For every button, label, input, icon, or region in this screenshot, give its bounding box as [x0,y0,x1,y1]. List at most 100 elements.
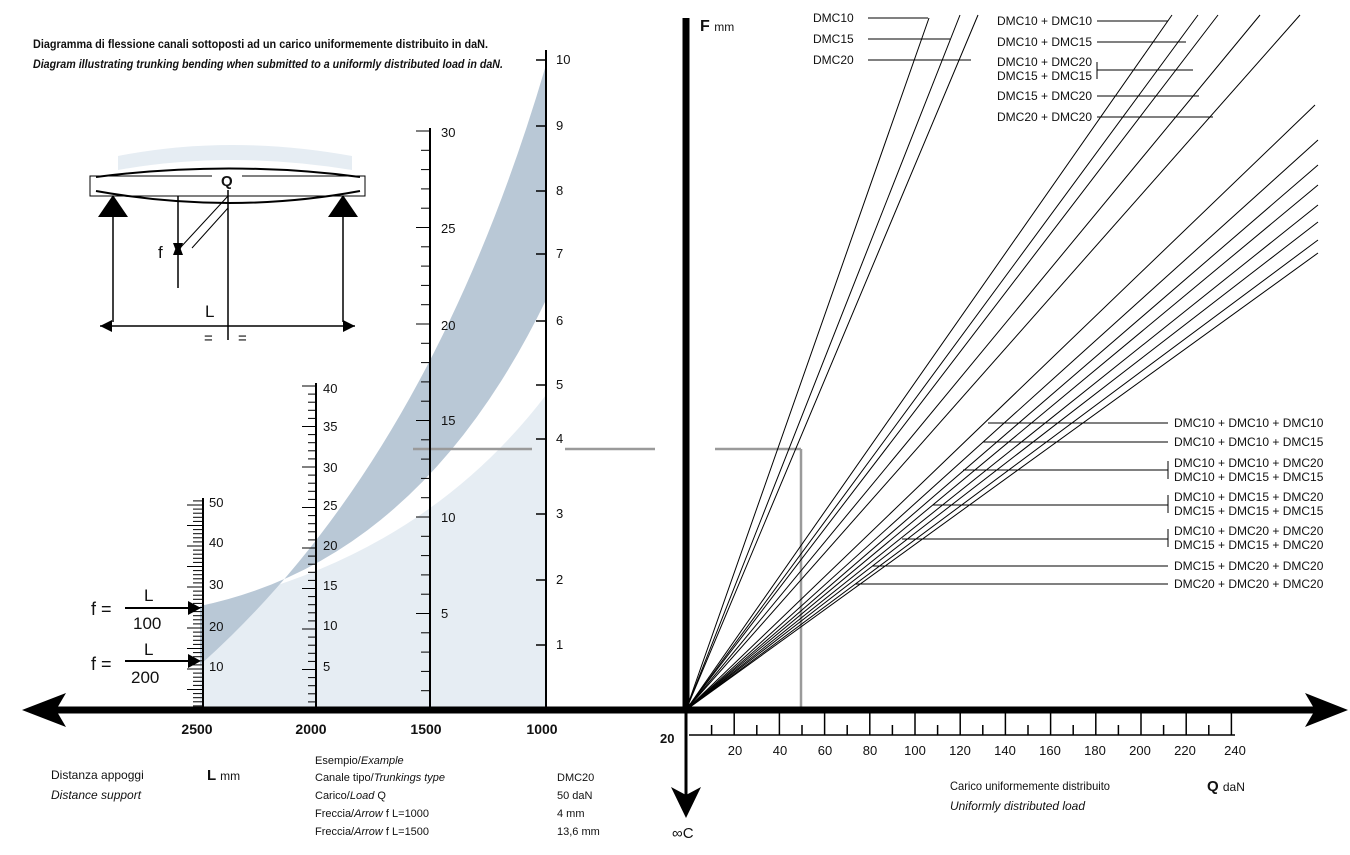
q-tick-label: 220 [1174,743,1196,758]
c-axis-arrow [671,787,701,818]
scale-l2500-label: 20 [209,619,223,634]
example-row-value: 50 daN [557,790,593,802]
scale-l2000-label: 10 [323,618,337,633]
load-line [685,14,1199,711]
scale-l1000-label: 7 [556,246,563,261]
load-line [685,14,961,711]
q-tick-label: 120 [949,743,971,758]
legend-label: DMC20 + DMC20 + DMC20 [1174,577,1324,591]
legend-label: DMC10 + DMC10 + DMC20 [1174,456,1324,470]
legend-label: DMC10 + DMC10 [997,14,1092,28]
example-row-label: Freccia/Arrow f L=1500 [315,826,429,838]
example-row-value: 13,6 mm [557,826,600,838]
tolerance-band [200,65,546,665]
left-support-icon [98,195,128,217]
scale-l2500: 10 20 30 40 50 [187,495,223,711]
distance-label: 1000 [526,721,557,737]
q-axis-unit: Q daN [1207,778,1245,795]
example-row-value: 4 mm [557,808,585,820]
load-line [685,139,1319,711]
beam-sketch: Q f L = = [89,167,366,347]
distance-unit: L mm [207,767,240,784]
legend-label: DMC15 + DMC15 + DMC20 [1174,538,1324,552]
load-line [685,164,1319,711]
span-right-arrow-icon [343,320,355,332]
load-line [685,204,1319,711]
ratio-l100: f = L 100 [91,586,201,633]
example-heading: Esempio/Example [315,755,404,767]
ratio-denominator: 100 [133,614,161,633]
beam-half-right: = [238,330,247,347]
c-axis-near-label: 20 [660,731,674,746]
scale-l2000-label: 15 [323,578,337,593]
scale-l2000-label: 40 [323,381,337,396]
ratio-arrow-icon [188,601,201,615]
c-axis-end-label: ∞C [672,825,694,842]
beam-span-label: L [205,302,214,321]
distance-caption-it: Distanza appoggi [51,768,144,782]
scale-l1500-label: 10 [441,510,455,525]
scale-l1500-label: 25 [441,221,455,236]
beam-deflection-label: f [158,243,163,262]
legend-label: DMC20 + DMC20 [997,110,1092,124]
x-axis-right-arrow [1305,693,1348,727]
scale-l2000-label: 20 [323,538,337,553]
beam-half-left: = [204,330,213,347]
scale-l2000-label: 35 [323,419,337,434]
load-line [685,14,979,711]
legend-label: DMC10 + DMC15 + DMC15 [1174,470,1324,484]
load-lines [685,14,1319,711]
beam-load-label: Q [221,173,233,190]
q-tick-label: 180 [1084,743,1106,758]
scale-l1000-label: 9 [556,118,563,133]
q-tick-label: 200 [1129,743,1151,758]
legend-label: DMC10 + DMC10 + DMC15 [1174,435,1324,449]
q-axis-ticks [689,713,1235,736]
q-tick-label: 20 [728,743,742,758]
title-it: Diagramma di flessione canali sottoposti… [33,37,488,51]
axes [22,18,1348,818]
legend-label: DMC10 + DMC15 [997,35,1092,49]
scale-l1000-label: 1 [556,637,563,652]
scale-l2500-label: 50 [209,495,223,510]
scale-l2000-label: 25 [323,498,337,513]
legend-label: DMC15 + DMC20 [997,89,1092,103]
beam-shadow [118,145,352,170]
legend-label: DMC20 [813,53,854,67]
load-line [685,14,1301,711]
load-line [685,17,930,711]
load-line [685,104,1316,711]
scale-l2000-label: 5 [323,659,330,674]
example-row-label: Freccia/Arrow f L=1000 [315,808,429,820]
scale-l2000-label: 30 [323,460,337,475]
load-line [685,221,1319,711]
legend-label: DMC15 + DMC20 + DMC20 [1174,559,1324,573]
scale-l1500-label: 15 [441,413,455,428]
load-line [685,184,1319,711]
x-axis-left-arrow [22,693,66,727]
example-row-label: Canale tipo/Trunkings type [315,772,445,784]
legend-label: DMC15 [813,32,854,46]
q-axis-tick-labels: 20 40 60 80 100 120 140 160 180 200 220 … [728,743,1246,758]
ratio-numerator: L [144,586,153,605]
scale-l1000-label: 10 [556,52,570,67]
example-row-label: Carico/Load Q [315,790,386,802]
scale-l1000-label: 6 [556,313,563,328]
legend-double: DMC10 + DMC10 DMC10 + DMC15 DMC10 + DMC2… [997,14,1213,124]
f-axis-label: F mm [700,18,734,35]
distance-label: 1500 [410,721,441,737]
ratio-denominator: 200 [131,668,159,687]
legend-label: DMC10 + DMC20 + DMC20 [1174,524,1324,538]
ratio-numerator: L [144,640,153,659]
scale-l1500-label: 5 [441,606,448,621]
distance-axis-labels: 2500 2000 1500 1000 [181,721,557,737]
legend-label: DMC15 + DMC15 [997,69,1092,83]
legend-label: DMC10 + DMC20 [997,55,1092,69]
scale-l1000: 1 2 3 4 5 6 7 8 9 10 [536,50,570,710]
scale-l1000-label: 3 [556,506,563,521]
q-tick-label: 80 [863,743,877,758]
deflection-arrow-up-icon [173,242,183,255]
ratio-lhs: f = [91,599,112,619]
